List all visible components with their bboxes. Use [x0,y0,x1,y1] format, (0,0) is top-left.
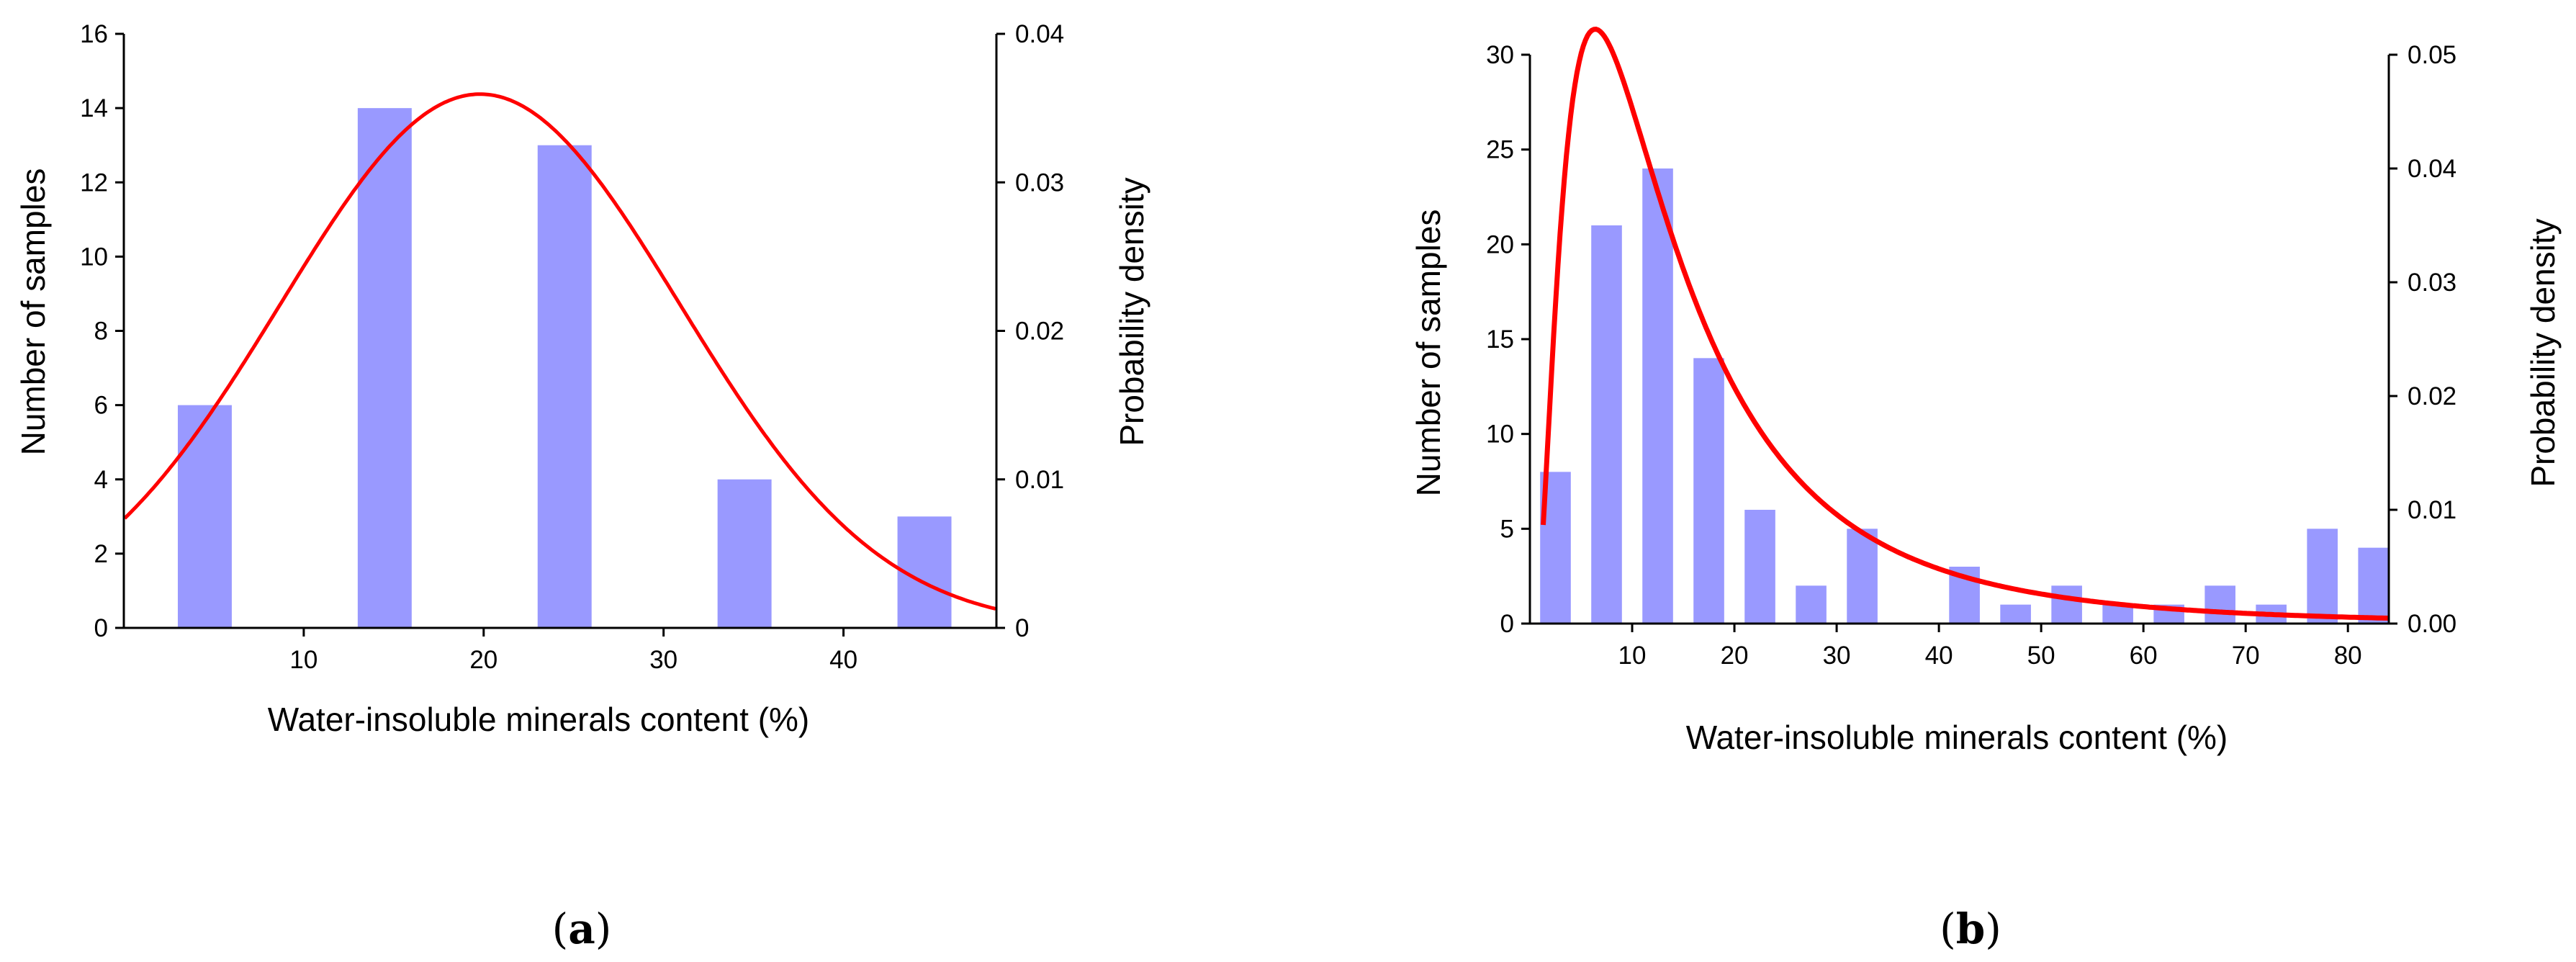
bar-a-3 [717,479,772,628]
y2-tick-label-a-4: 0.04 [1015,20,1064,48]
y-tick-label-a-0: 0 [94,614,108,642]
y-tick-label-a-4: 8 [94,318,108,346]
y-tick-label-a-3: 6 [94,392,108,420]
y-tick-label-b-3: 15 [1486,325,1514,354]
x-tick-label-b-5: 60 [2130,642,2158,670]
y2-tick-label-b-3: 0.03 [2408,269,2456,297]
axes-b [1521,53,2397,632]
bar-b-1 [1591,225,1622,624]
bar-b-5 [1796,585,1827,624]
y2-tick-label-b-2: 0.02 [2408,382,2456,410]
x-tick-label-a-0: 10 [289,646,318,674]
x-tick-label-b-0: 10 [1618,642,1647,670]
x-tick-label-b-6: 70 [2232,642,2260,670]
x-axis-label-a: Water-insoluble minerals content (%) [268,701,809,738]
bar-b-2 [1642,168,1673,624]
y2-tick-label-a-1: 0.01 [1015,466,1064,494]
bar-a-1 [357,108,412,628]
x-tick-label-a-3: 40 [829,646,857,674]
y2-tick-label-a-0: 0 [1015,614,1029,642]
y2-axis-label-a: Probability density [1113,177,1150,446]
panel-label-b: (b) [1940,904,2001,953]
y2-tick-label-a-3: 0.03 [1015,168,1064,197]
bar-b-3 [1693,358,1724,624]
y-axis-label-a: Number of samples [14,168,52,456]
bar-b-13 [2205,585,2235,624]
bar-b-6 [1847,529,1878,624]
y-tick-labels-a: 0 2 4 6 8 10 12 14 16 [80,20,108,642]
bar-b-4 [1744,510,1775,624]
y2-tick-labels-b: 0.00 0.01 0.02 0.03 0.04 0.05 [2408,41,2456,638]
x-tick-label-b-3: 40 [1925,642,1953,670]
chart-panel-a: 10 20 30 40 0 2 4 6 8 10 12 14 16 0 0.01 0.02 0.03 0.04… [14,20,1150,953]
density-curve-a [123,92,996,611]
y2-tick-label-b-5: 0.05 [2408,41,2456,69]
bar-a-0 [177,405,232,628]
x-tick-label-b-7: 80 [2334,642,2362,670]
y2-tick-label-b-1: 0.01 [2408,496,2456,524]
y2-tick-label-b-4: 0.04 [2408,155,2456,183]
y-tick-label-b-1: 5 [1500,515,1514,543]
x-tick-label-a-2: 30 [649,646,677,674]
y2-tick-label-a-2: 0.02 [1015,318,1064,346]
y-tick-label-a-7: 14 [80,94,108,122]
y2-axis-label-b: Probability density [2524,218,2562,487]
panel-label-a: (a) [552,904,612,953]
y2-tick-label-b-0: 0.00 [2408,610,2456,638]
y-tick-label-b-6: 30 [1486,41,1514,69]
y-tick-label-a-2: 4 [94,466,108,494]
y-tick-label-a-8: 16 [80,20,108,48]
bar-b-15 [2307,529,2338,624]
y-tick-labels-b: 0 5 10 15 20 25 30 [1486,41,1514,638]
y-tick-label-b-5: 25 [1486,136,1514,164]
axes-a [115,32,1005,637]
y-tick-label-b-0: 0 [1500,610,1514,638]
x-tick-labels-b: 10 20 30 40 50 60 70 80 [1618,642,2362,670]
bar-b-9 [2000,604,2031,624]
x-tick-label-b-1: 20 [1721,642,1749,670]
x-tick-label-b-2: 30 [1823,642,1851,670]
density-curve-b [1541,27,2389,621]
bar-b-11 [2102,604,2133,624]
x-axis-label-b: Water-insoluble minerals content (%) [1686,719,2228,756]
y-tick-label-b-4: 20 [1486,230,1514,259]
y2-tick-labels-a: 0 0.01 0.02 0.03 0.04 [1015,20,1064,642]
bar-a-2 [537,145,592,628]
bar-b-10 [2051,585,2082,624]
bar-b-16 [2358,547,2389,624]
bars-b [1540,168,2389,624]
y-axis-label-b: Number of samples [1410,210,1447,497]
y-tick-label-a-5: 10 [80,243,108,271]
y-tick-label-a-6: 12 [80,168,108,197]
x-tick-labels-a: 10 20 30 40 [289,646,857,674]
x-tick-label-b-4: 50 [2027,642,2055,670]
y-tick-label-b-2: 10 [1486,421,1514,449]
y-tick-label-a-1: 2 [94,540,108,568]
x-tick-label-a-1: 20 [469,646,497,674]
bars-a [177,108,952,628]
